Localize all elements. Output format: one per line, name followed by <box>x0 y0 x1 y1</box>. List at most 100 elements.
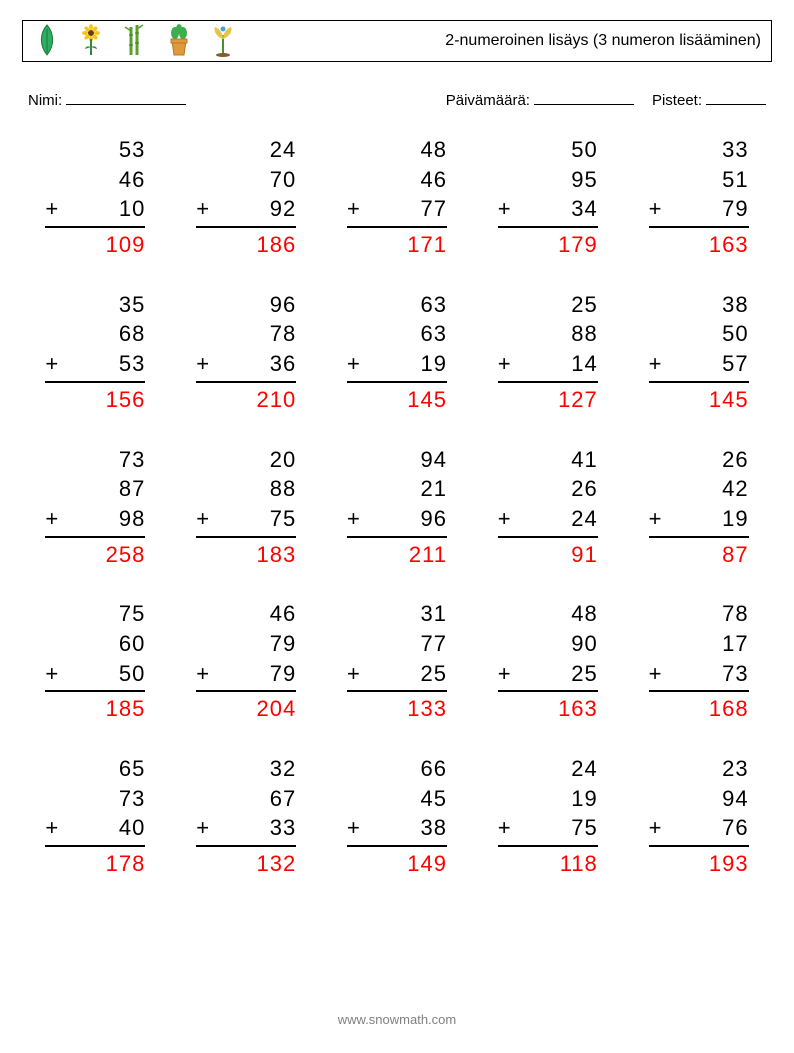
addend-1: 66 <box>347 754 447 784</box>
answer: 193 <box>649 849 749 879</box>
answer: 210 <box>196 385 296 415</box>
addend-3: 73 <box>667 659 749 689</box>
addition-problem: 7560+50185 <box>45 599 145 724</box>
addend-3: 40 <box>63 813 145 843</box>
answer: 127 <box>498 385 598 415</box>
addend-2: 17 <box>649 629 749 659</box>
addition-problem: 9678+36210 <box>196 290 296 415</box>
plus-sign: + <box>649 504 667 534</box>
addend-1: 31 <box>347 599 447 629</box>
addend-1: 24 <box>196 135 296 165</box>
plus-sign: + <box>347 659 365 689</box>
addend-3: 98 <box>63 504 145 534</box>
addend-3: 25 <box>365 659 447 689</box>
addend-1: 41 <box>498 445 598 475</box>
addend-3: 79 <box>214 659 296 689</box>
worksheet-page: 2-numeroinen lisäys (3 numeron lisäämine… <box>0 0 794 1053</box>
addend-3-row: +34 <box>498 194 598 224</box>
plus-sign: + <box>45 349 63 379</box>
plus-sign: + <box>649 194 667 224</box>
addend-1: 65 <box>45 754 145 784</box>
addend-1: 96 <box>196 290 296 320</box>
addition-problem: 4890+25163 <box>498 599 598 724</box>
addition-problem: 2088+75183 <box>196 445 296 570</box>
sum-rule <box>196 536 296 538</box>
answer: 178 <box>45 849 145 879</box>
answer: 149 <box>347 849 447 879</box>
addend-3-row: +38 <box>347 813 447 843</box>
addition-problem: 2588+14127 <box>498 290 598 415</box>
addition-problem: 4126+2491 <box>498 445 598 570</box>
addend-2: 73 <box>45 784 145 814</box>
addend-2: 70 <box>196 165 296 195</box>
addition-problem: 7817+73168 <box>649 599 749 724</box>
addition-problem: 3267+33132 <box>196 754 296 879</box>
addend-3-row: +19 <box>649 504 749 534</box>
addend-1: 53 <box>45 135 145 165</box>
sum-rule <box>649 690 749 692</box>
sum-rule <box>649 226 749 228</box>
addend-2: 88 <box>196 474 296 504</box>
addend-3: 77 <box>365 194 447 224</box>
addend-3: 10 <box>63 194 145 224</box>
date-blank[interactable] <box>534 90 634 105</box>
addend-3: 19 <box>365 349 447 379</box>
addition-problem: 2419+75118 <box>498 754 598 879</box>
plus-sign: + <box>45 659 63 689</box>
plus-sign: + <box>649 349 667 379</box>
name-field: Nimi: <box>28 90 186 109</box>
sum-rule <box>498 690 598 692</box>
addend-2: 42 <box>649 474 749 504</box>
addend-1: 75 <box>45 599 145 629</box>
addend-3-row: +96 <box>347 504 447 534</box>
score-blank[interactable] <box>706 90 766 105</box>
addend-3: 53 <box>63 349 145 379</box>
answer: 171 <box>347 230 447 260</box>
addend-3: 75 <box>214 504 296 534</box>
sum-rule <box>347 226 447 228</box>
addend-3: 96 <box>365 504 447 534</box>
plus-sign: + <box>196 813 214 843</box>
leaf-icon <box>33 23 61 57</box>
addend-3-row: +25 <box>347 659 447 689</box>
problems-grid: 5346+101092470+921864846+771715095+34179… <box>22 135 772 879</box>
answer: 183 <box>196 540 296 570</box>
sum-rule <box>196 226 296 228</box>
plus-sign: + <box>347 194 365 224</box>
addition-problem: 3177+25133 <box>347 599 447 724</box>
answer: 258 <box>45 540 145 570</box>
addend-1: 33 <box>649 135 749 165</box>
addend-3-row: +98 <box>45 504 145 534</box>
addend-3-row: +25 <box>498 659 598 689</box>
addend-1: 78 <box>649 599 749 629</box>
addend-2: 87 <box>45 474 145 504</box>
addend-2: 94 <box>649 784 749 814</box>
sum-rule <box>347 845 447 847</box>
addend-3-row: +40 <box>45 813 145 843</box>
addend-3: 19 <box>667 504 749 534</box>
addend-3-row: +79 <box>649 194 749 224</box>
addend-2: 45 <box>347 784 447 814</box>
sunflower-icon <box>77 23 105 57</box>
addend-3: 14 <box>516 349 598 379</box>
date-label: Päivämäärä: <box>446 92 530 109</box>
addend-3-row: +53 <box>45 349 145 379</box>
answer: 179 <box>498 230 598 260</box>
sum-rule <box>498 536 598 538</box>
addend-3: 25 <box>516 659 598 689</box>
plus-sign: + <box>498 659 516 689</box>
addend-2: 68 <box>45 319 145 349</box>
sum-rule <box>649 845 749 847</box>
addend-2: 79 <box>196 629 296 659</box>
sum-rule <box>649 536 749 538</box>
addend-3: 24 <box>516 504 598 534</box>
addition-problem: 6645+38 149 <box>347 754 447 879</box>
addend-1: 50 <box>498 135 598 165</box>
name-blank[interactable] <box>66 90 186 105</box>
addend-1: 94 <box>347 445 447 475</box>
addend-3: 38 <box>365 813 447 843</box>
addend-2: 78 <box>196 319 296 349</box>
answer: 163 <box>649 230 749 260</box>
sum-rule <box>649 381 749 383</box>
addend-3-row: +79 <box>196 659 296 689</box>
